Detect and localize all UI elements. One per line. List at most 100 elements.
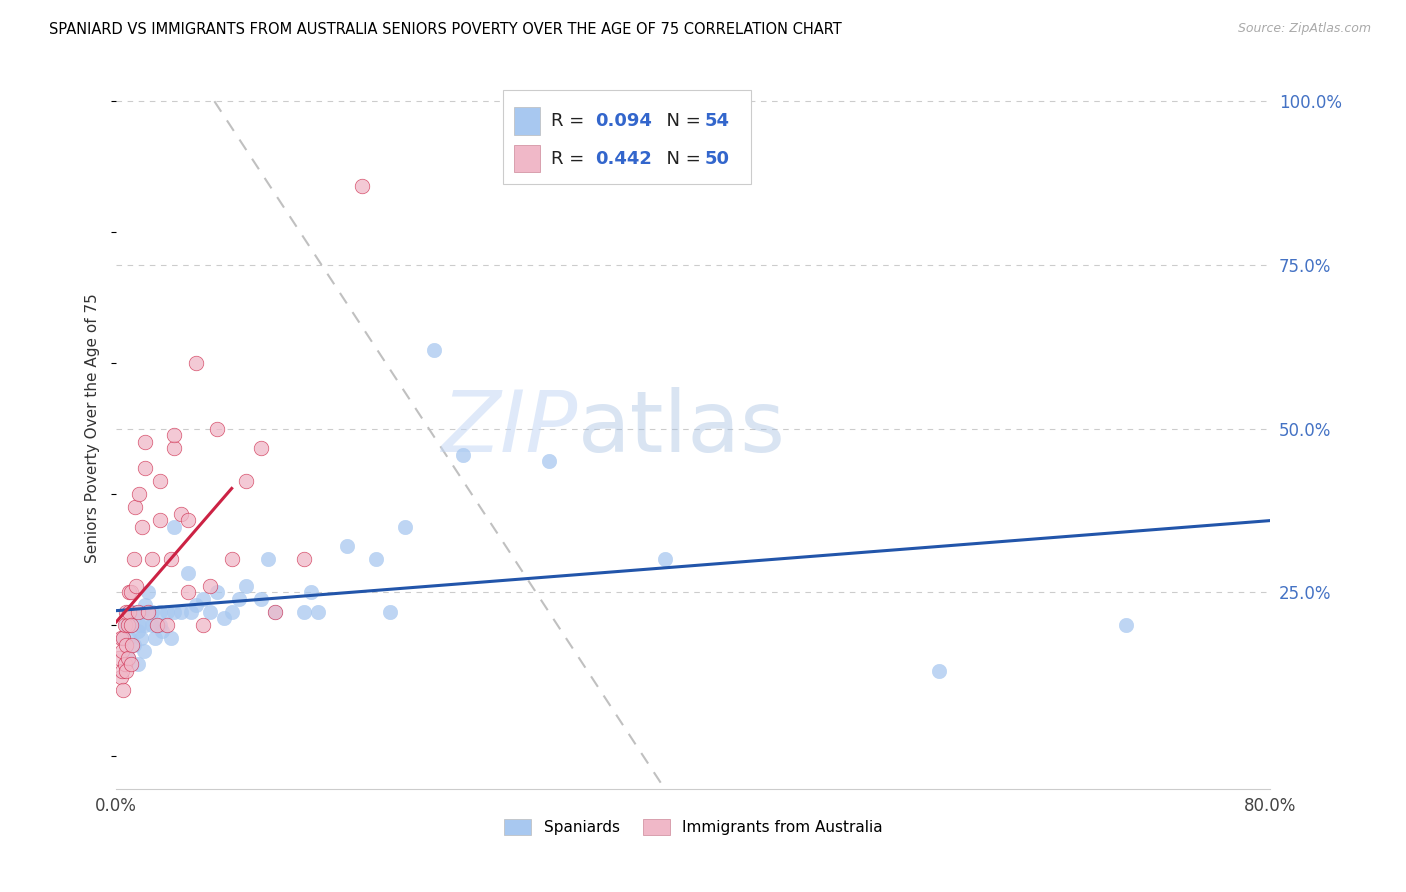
Text: R =: R = [551,112,591,130]
Point [198,579,221,593]
Point [214,611,236,625]
Point [163,428,186,442]
Point [307,605,329,619]
Text: N =: N = [655,150,707,168]
Point [122,552,145,566]
Point [394,519,416,533]
Point [112,631,135,645]
Point [364,552,387,566]
Point [191,618,214,632]
Legend: Spaniards, Immigrants from Australia: Spaniards, Immigrants from Australia [503,819,883,835]
Point [117,650,139,665]
Point [928,664,950,678]
Point [117,650,139,665]
Point [141,618,163,632]
Point [170,605,193,619]
Point [336,539,359,553]
Point [264,605,287,619]
Point [451,448,474,462]
Point [124,500,146,514]
Point [145,618,167,632]
Point [112,683,135,698]
Point [136,585,159,599]
Point [118,631,141,645]
FancyBboxPatch shape [503,90,751,184]
Point [110,670,132,684]
Text: 0.094: 0.094 [595,112,652,130]
Text: 0.442: 0.442 [595,150,652,168]
Point [654,552,676,566]
Point [141,552,163,566]
Point [148,618,170,632]
Point [128,618,150,632]
Point [134,460,156,475]
Y-axis label: Seniors Poverty Over the Age of 75: Seniors Poverty Over the Age of 75 [86,293,100,564]
Point [111,644,134,658]
Point [114,657,136,672]
Point [115,664,138,678]
Point [148,513,170,527]
Point [128,487,150,501]
Point [538,454,561,468]
Point [134,434,156,449]
Point [127,624,149,639]
Point [180,605,202,619]
Point [127,605,149,619]
Point [118,585,141,599]
Point [221,605,243,619]
Point [108,650,131,665]
Point [160,631,183,645]
Point [264,605,287,619]
Point [156,618,179,632]
Point [134,599,156,613]
Point [177,566,200,580]
Point [148,474,170,488]
Point [177,513,200,527]
Point [120,618,142,632]
Point [380,605,402,619]
Point [292,605,315,619]
Point [198,605,221,619]
Point [115,638,138,652]
Text: N =: N = [655,112,707,130]
Point [114,618,136,632]
Point [249,591,271,606]
Point [141,605,163,619]
Point [111,664,134,678]
Point [117,618,139,632]
Text: atlas: atlas [578,387,786,470]
Point [148,605,170,619]
Point [228,591,250,606]
Point [120,657,142,672]
Point [207,585,229,599]
Point [163,605,186,619]
Point [235,474,257,488]
Text: Source: ZipAtlas.com: Source: ZipAtlas.com [1237,22,1371,36]
Text: ZIP: ZIP [441,387,578,470]
Point [350,179,373,194]
Point [191,591,214,606]
Point [118,605,141,619]
Point [156,605,179,619]
Point [249,441,271,455]
Point [127,657,149,672]
Text: 50: 50 [704,150,730,168]
Text: SPANIARD VS IMMIGRANTS FROM AUSTRALIA SENIORS POVERTY OVER THE AGE OF 75 CORRELA: SPANIARD VS IMMIGRANTS FROM AUSTRALIA SE… [49,22,842,37]
Point [256,552,278,566]
Point [184,356,207,370]
Text: R =: R = [551,150,591,168]
Point [121,638,143,652]
Point [115,618,138,632]
Point [221,552,243,566]
Point [207,421,229,435]
FancyBboxPatch shape [515,107,540,135]
Point [110,631,132,645]
Point [163,519,186,533]
Point [120,605,142,619]
Point [1115,618,1137,632]
Point [299,585,322,599]
Point [131,605,153,619]
Point [143,631,166,645]
Point [124,605,146,619]
Point [125,579,148,593]
